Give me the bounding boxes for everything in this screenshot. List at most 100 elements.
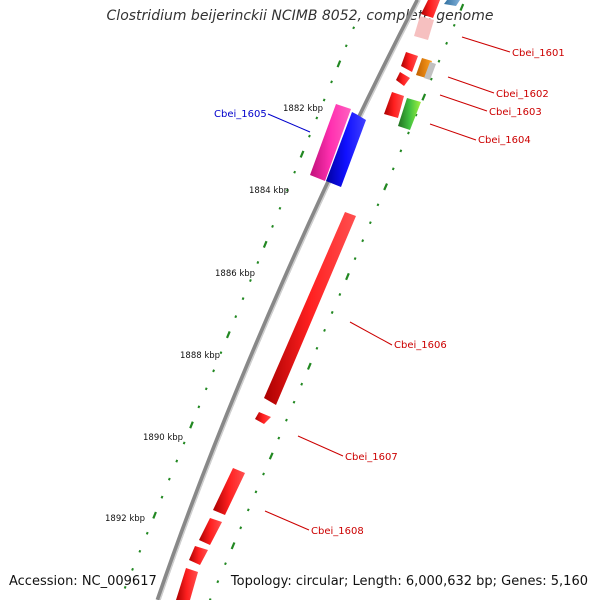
tick-mark: [131, 567, 134, 571]
label-leaders: [264, 36, 511, 531]
gene-steel-shape[interactable]: [444, 0, 460, 6]
tick-mark: [268, 452, 274, 460]
gene-cbei-1605-shape[interactable]: [326, 112, 366, 187]
tick-mark: [300, 382, 304, 386]
tick-mark: [224, 562, 227, 566]
tick-mark: [241, 297, 245, 301]
tick-mark: [352, 26, 356, 30]
gene-cbei-1608c-shape[interactable]: [189, 546, 208, 565]
scale-label-1890: 1890 kbp: [143, 433, 183, 443]
tick-mark: [278, 206, 282, 210]
gene-label-cbei-1603[interactable]: Cbei_1603: [489, 107, 542, 118]
tick-mark: [323, 328, 326, 332]
tick-mark: [452, 23, 456, 27]
tick-mark: [361, 239, 365, 243]
tick-mark: [308, 134, 311, 138]
tick-mark: [330, 80, 333, 84]
tick-mark: [216, 580, 220, 584]
gene-label-cbei-1604[interactable]: Cbei_1604: [478, 135, 531, 146]
scale-label-1892: 1892 kbp: [105, 514, 145, 524]
tick-mark: [315, 346, 319, 350]
map-title: Clostridium beijerinckii NCIMB 8052, com…: [106, 8, 494, 24]
tick-mark: [197, 405, 201, 409]
tick-mark: [336, 60, 342, 68]
tick-mark: [167, 477, 171, 481]
tick-mark: [189, 421, 194, 429]
tick-mark: [376, 203, 380, 207]
tick-mark: [212, 369, 216, 373]
gene-label-cbei-1608[interactable]: Cbei_1608: [311, 526, 364, 537]
tick-mark: [338, 293, 342, 296]
tick-mark: [219, 351, 223, 355]
tick-mark: [459, 3, 465, 12]
tick-mark: [256, 261, 260, 264]
genome-backbone-highlight: [159, 0, 421, 600]
tick-mark: [344, 44, 348, 48]
gene-orange-shape[interactable]: [416, 58, 432, 78]
tick-mark: [262, 472, 265, 476]
tick-mark: [407, 131, 410, 135]
accession-text: Accession: NC_009617: [9, 574, 157, 589]
tick-mark: [437, 59, 441, 63]
gene-cbei-1602b-shape[interactable]: [396, 72, 410, 86]
tick-mark: [445, 41, 449, 45]
gene-cbei-1608a-shape[interactable]: [213, 468, 245, 515]
tick-mark: [322, 98, 326, 102]
tick-mark: [293, 170, 297, 174]
gene-pink-small-shape[interactable]: [414, 16, 434, 40]
tick-mark: [138, 549, 142, 553]
tick-mark: [285, 418, 288, 422]
genome-backbone: [155, 0, 421, 600]
tick-mark: [383, 183, 389, 191]
tick-mark: [315, 116, 319, 120]
tick-mark: [414, 113, 418, 117]
gene-cbei-1606-shape[interactable]: [264, 212, 356, 405]
gene-label-cbei-1602[interactable]: Cbei_1602: [496, 89, 549, 100]
tick-mark: [152, 511, 157, 519]
inner-tick-ring: [123, 26, 356, 589]
gene-cbei-1605-pink-shape[interactable]: [310, 104, 351, 181]
tick-mark: [249, 279, 252, 282]
scale-labels: 1882 kbp 1884 kbp 1886 kbp 1888 kbp 1890…: [105, 104, 323, 524]
tick-mark: [160, 495, 164, 499]
tick-mark: [306, 362, 312, 370]
tick-mark: [345, 272, 350, 281]
tick-mark: [277, 436, 281, 440]
gene-label-cbei-1605[interactable]: Cbei_1605: [214, 109, 267, 120]
tick-mark: [225, 330, 231, 339]
scale-label-1882: 1882 kbp: [283, 104, 323, 114]
gene-shapes: [176, 0, 460, 600]
gene-cbei-1602a-shape[interactable]: [401, 52, 418, 72]
tick-mark: [234, 315, 238, 319]
tick-mark: [262, 240, 268, 249]
scale-label-1884: 1884 kbp: [249, 186, 289, 196]
tick-mark: [230, 542, 236, 550]
tick-mark: [353, 257, 357, 261]
tick-mark: [285, 188, 289, 192]
scale-label-1886: 1886 kbp: [215, 269, 255, 279]
tick-mark: [182, 441, 186, 445]
gene-cbei-1608b-shape[interactable]: [199, 518, 222, 545]
tick-mark: [246, 508, 250, 512]
tick-mark: [421, 93, 427, 101]
gene-cbei-1608d-shape[interactable]: [176, 568, 198, 600]
scale-label-1888: 1888 kbp: [180, 351, 220, 361]
gene-label-cbei-1601[interactable]: Cbei_1601: [512, 48, 565, 59]
gene-cbei-1607-shape[interactable]: [255, 412, 271, 424]
gene-label-cbei-1606[interactable]: Cbei_1606: [394, 340, 447, 351]
tick-mark: [175, 459, 179, 463]
gene-grey-shape[interactable]: [424, 62, 436, 80]
tick-mark: [299, 150, 305, 158]
tick-mark: [239, 526, 243, 530]
tick-mark: [391, 167, 395, 171]
tick-mark: [271, 224, 274, 228]
gene-labels: Cbei_1601 Cbei_1602 Cbei_1603 Cbei_1604 …: [214, 48, 565, 537]
gene-cbei-1603-shape[interactable]: [384, 92, 404, 118]
gene-cbei-1601-shape[interactable]: [421, 0, 440, 18]
tick-mark: [330, 310, 334, 314]
tick-mark: [429, 77, 433, 81]
gene-label-cbei-1607[interactable]: Cbei_1607: [345, 452, 398, 463]
genome-summary-text: Topology: circular; Length: 6,000,632 bp…: [230, 574, 588, 589]
gene-cbei-1604-shape[interactable]: [398, 98, 421, 130]
